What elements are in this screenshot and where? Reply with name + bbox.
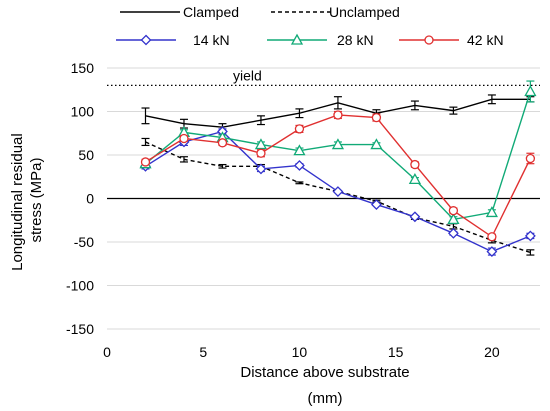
data-point xyxy=(448,206,459,216)
data-point xyxy=(410,159,420,170)
data-point xyxy=(408,173,422,185)
legend-item: Clamped xyxy=(120,4,239,20)
y-tick-label: 150 xyxy=(71,60,95,76)
x-tick-label: 5 xyxy=(199,344,207,360)
x-axis-title-line1: Distance above substrate xyxy=(240,364,409,381)
data-point xyxy=(524,85,537,97)
data-point xyxy=(255,163,267,175)
data-point xyxy=(487,232,497,242)
data-point xyxy=(524,230,536,242)
legend-marker xyxy=(290,33,304,45)
series-42-kn xyxy=(140,110,536,242)
data-point xyxy=(409,211,421,223)
y-tick-label: 0 xyxy=(86,191,94,207)
y-axis-title-line1: Longitudinal residual xyxy=(9,133,26,271)
x-axis-title-line2: (mm) xyxy=(308,390,343,407)
data-point xyxy=(294,160,305,171)
legend-marker xyxy=(424,35,434,45)
data-point xyxy=(525,153,536,164)
data-point xyxy=(332,186,344,197)
data-point xyxy=(254,138,268,150)
legend-item: 42 kN xyxy=(399,32,504,48)
legend-label: Unclamped xyxy=(329,4,400,20)
data-point xyxy=(447,213,460,225)
data-point xyxy=(140,157,151,167)
grid-layer xyxy=(107,67,540,330)
legend-item: 14 kN xyxy=(116,32,230,48)
x-tick-label: 10 xyxy=(292,344,308,360)
y-axis-title: Longitudinal residual stress (MPa) xyxy=(9,129,45,271)
y-axis-title-line2: stress (MPa) xyxy=(28,157,45,242)
series-14-kn xyxy=(140,126,536,257)
data-point xyxy=(447,227,459,239)
x-tick-label: 20 xyxy=(484,344,500,360)
legend-item: 28 kN xyxy=(267,32,374,48)
legend-item: Unclamped xyxy=(271,4,400,20)
series-line xyxy=(145,141,531,254)
y-tick-label: -150 xyxy=(66,321,94,337)
data-point xyxy=(333,110,343,120)
legend-label: 14 kN xyxy=(193,32,230,48)
x-tick-label: 0 xyxy=(103,344,111,360)
y-tick-label: -100 xyxy=(66,278,94,294)
series-layer xyxy=(139,80,537,257)
data-point xyxy=(294,124,305,134)
legend-label: 28 kN xyxy=(337,32,374,48)
data-point xyxy=(371,199,382,211)
data-point xyxy=(370,138,383,150)
series-line xyxy=(145,98,531,128)
data-point xyxy=(293,144,306,156)
data-point xyxy=(256,148,266,158)
data-point xyxy=(331,138,345,150)
data-point xyxy=(371,112,382,123)
yield-label: yield xyxy=(233,67,262,83)
data-point xyxy=(179,133,189,144)
legend-label: Clamped xyxy=(183,4,239,20)
y-tick-label: -50 xyxy=(74,234,94,250)
error-bar xyxy=(218,163,227,169)
legend-label: 42 kN xyxy=(467,32,504,48)
data-point xyxy=(486,246,498,257)
legend-marker xyxy=(140,34,152,46)
data-point xyxy=(485,206,498,218)
y-tick-label: 100 xyxy=(71,104,95,120)
axis-layer: -150 -100 -50 0 50 100 150 0 5 10 15 20 yield xyxy=(66,60,540,360)
data-point xyxy=(217,138,228,148)
series-line xyxy=(145,114,532,238)
error-bar xyxy=(526,249,535,256)
legend: Clamped Unclamped 14 kN 28 kN 42 kN xyxy=(116,4,504,48)
x-tick-label: 15 xyxy=(388,344,404,360)
y-tick-label: 50 xyxy=(78,147,94,163)
